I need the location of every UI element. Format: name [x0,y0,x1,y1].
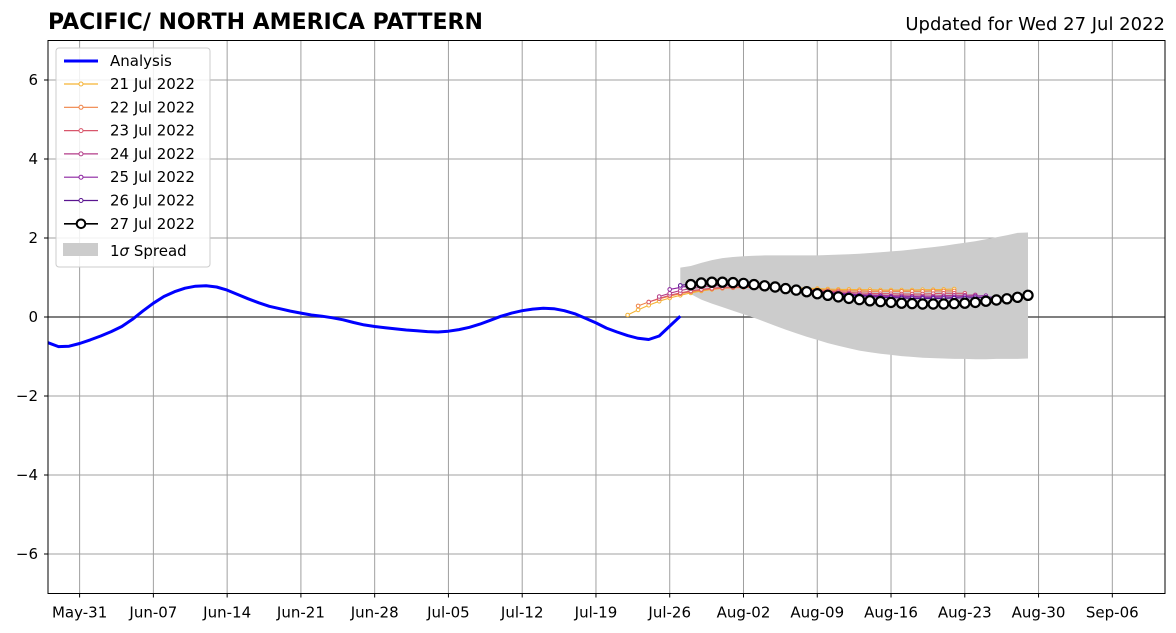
forecast-point [790,284,802,296]
forecast-point [832,291,845,303]
legend-swatch-marker [78,81,84,87]
x-tick-label: Aug-23 [938,604,992,622]
legend-forecasts: 21 Jul 2022 22 Jul 2022 23 Jul 2022 24 Jul … [64,75,195,233]
legend-swatch-marker [78,104,84,110]
x-tick-label: Aug-02 [717,604,771,622]
forecast-point [906,297,918,310]
forecast-point [685,278,697,291]
chart-title: PACIFIC/ NORTH AMERICA PATTERN [48,10,483,35]
forecast-point [769,281,781,293]
forecast-point [980,295,992,307]
legend-label: 27 Jul 2022 [110,215,195,233]
legend-box [55,47,211,268]
legend-swatch-marker [78,174,84,180]
legend-label: 23 Jul 2022 [110,122,195,140]
forecast-point [927,298,939,310]
forecast-point [990,294,1003,306]
spread-area [680,232,1028,360]
forecast-point [864,295,876,307]
forecast-point [1022,289,1034,301]
x-tick-label: Aug-09 [790,604,844,622]
x-tick-label: Aug-16 [864,604,918,622]
forecast-point [706,276,718,288]
y-tick-label: 2 [28,229,38,247]
forecast-point [874,295,887,308]
forecast-point [1011,291,1024,303]
forecast-point [625,312,630,318]
analysis-line [47,284,682,349]
forecast-point [635,303,641,309]
x-tick-label: Aug-30 [1012,604,1066,622]
series-layer [47,276,1034,349]
updated-label: Updated for Wed 27 Jul 2022 [905,14,1165,35]
forecast-point [716,276,729,288]
y-tick-label: 0 [28,308,38,326]
forecast-point [779,282,792,295]
forecast-point [843,292,855,305]
spread-band [680,232,1028,360]
forecast-point [748,278,760,291]
legend-label: 22 Jul 2022 [110,98,195,116]
legend-label: 26 Jul 2022 [110,192,195,210]
forecast-point [678,283,683,288]
x-tick-label: Jun-21 [276,604,325,622]
x-tick-label: Jun-28 [350,604,399,622]
forecast-point [667,287,673,292]
forecast-point [801,286,813,298]
x-tick-label: Jul-12 [500,604,544,622]
y-tick-label: −6 [16,545,38,563]
tick-labels: May-31 Jun-07 Jun-14 Jun-21 Jun-28 Jul-05 Jul-… [16,71,1139,622]
forecast-point [895,297,908,309]
forecast-point [695,277,708,289]
legend-swatch-marker [78,151,84,157]
legend-swatch-marker [78,128,84,134]
forecast-point [885,296,897,309]
forecast-point [853,293,866,306]
forecast-point [811,288,824,300]
forecast-point [948,297,960,310]
legend-label: 21 Jul 2022 [110,75,195,93]
legend: Analysis 21 Jul 2022 22 Jul 2022 23 Jul 20… [55,47,211,268]
forecast-point [646,299,652,305]
legend-spread-label: 1σ Spread [110,242,187,260]
y-tick-label: 4 [28,150,38,168]
legend-swatch-marker [75,218,87,230]
legend-label: 24 Jul 2022 [110,145,195,163]
forecast-point [916,298,929,310]
forecast-point [969,296,982,309]
forecast-point [758,280,771,292]
x-tick-label: Sep-06 [1086,604,1139,622]
forecast-point [938,298,950,310]
legend-label: 25 Jul 2022 [110,168,195,186]
forecast-point [667,291,673,296]
legend-analysis-label: Analysis [110,52,172,70]
legend-swatch-marker [78,198,84,203]
forecast-point [727,276,739,289]
y-tick-label: 6 [28,71,38,89]
forecast-point [635,307,641,313]
x-tick-label: Jun-07 [128,604,177,622]
forecast-point [656,294,662,299]
x-tick-label: Jun-14 [202,604,251,622]
forecast-point [959,297,971,309]
forecast-point [737,277,750,290]
y-tick-label: −2 [16,387,38,405]
forecast-point [1001,293,1013,305]
x-tick-label: Jul-05 [426,604,470,622]
x-tick-label: Jul-26 [647,604,691,622]
x-tick-label: Jul-19 [574,604,618,622]
y-tick-label: −4 [16,466,38,484]
x-tick-label: May-31 [52,604,107,622]
legend-spread-swatch [63,243,98,256]
forecast-point [822,289,834,301]
